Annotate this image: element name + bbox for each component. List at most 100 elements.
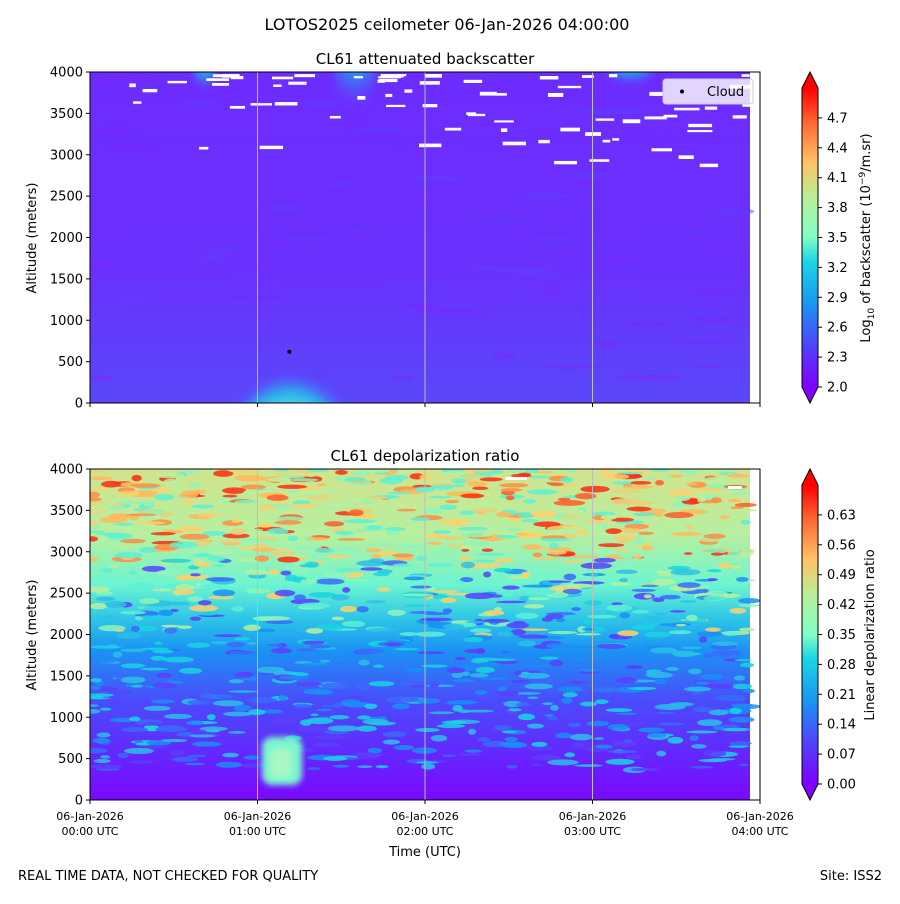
speckle: [628, 686, 657, 690]
noise-streak: [400, 304, 439, 311]
speckle: [520, 571, 531, 579]
speckle: [642, 545, 654, 551]
y-tick-label: 2500: [50, 190, 83, 205]
speckle: [399, 632, 419, 636]
speckle: [690, 765, 714, 769]
speckle: [478, 662, 502, 668]
speckle: [90, 708, 101, 714]
speckle: [278, 694, 288, 702]
speckle: [460, 493, 485, 499]
speckle: [443, 470, 467, 476]
speckle: [615, 569, 638, 575]
speckle: [469, 673, 489, 678]
upper-plume: [333, 72, 377, 123]
missing-data: [500, 128, 508, 133]
speckle: [610, 517, 635, 522]
speckle: [708, 709, 729, 716]
y-tick-label: 3000: [50, 545, 83, 560]
speckle: [630, 767, 661, 772]
speckle: [141, 509, 167, 515]
speckle: [564, 752, 576, 758]
noise-streak: [90, 354, 108, 359]
speckle: [533, 521, 561, 528]
speckle: [518, 652, 538, 658]
speckle: [616, 528, 643, 532]
speckle: [113, 522, 135, 526]
speckle: [393, 647, 420, 651]
missing-data: [602, 139, 611, 143]
upper-plume-3: [608, 72, 652, 90]
speckle: [357, 715, 371, 720]
speckle: [459, 545, 483, 549]
speckle: [675, 623, 687, 627]
backscatter-y-ticks: 0 500 1000 1500 2000 2500 3000 3500 4000: [50, 66, 90, 412]
noise-streak: [530, 363, 579, 370]
speckle: [683, 552, 693, 555]
speckle: [689, 735, 699, 742]
speckle: [740, 662, 755, 668]
missing-data: [353, 76, 363, 79]
speckle: [256, 666, 286, 674]
speckle: [453, 679, 475, 683]
speckle: [454, 657, 467, 661]
speckle: [482, 610, 505, 616]
speckle: [417, 651, 446, 655]
speckle: [685, 482, 699, 486]
speckle: [234, 474, 267, 482]
speckle: [243, 624, 261, 631]
speckle: [429, 683, 440, 688]
missing-data: [250, 103, 273, 106]
backscatter-colorbar-label: Log10 of backscatter (10−9/m.sr): [858, 133, 877, 342]
speckle: [163, 478, 179, 486]
noise-streak: [689, 317, 743, 323]
backscatter-ylabel: Altitude (meters): [25, 183, 40, 294]
speckle: [738, 552, 753, 557]
speckle: [441, 522, 471, 526]
speckle: [153, 493, 175, 501]
x-tick-date: 06-Jan-2026: [391, 810, 459, 823]
speckle: [555, 732, 573, 739]
speckle: [321, 705, 340, 708]
speckle: [91, 695, 104, 699]
x-tick-time: 01:00 UTC: [229, 825, 286, 838]
low-depolarization-core: [270, 748, 292, 778]
speckle: [670, 474, 684, 478]
speckle: [206, 714, 216, 721]
noise-streak: [656, 342, 722, 349]
speckle: [439, 504, 457, 511]
speckle: [654, 703, 686, 710]
missing-data: [206, 78, 230, 81]
speckle: [185, 762, 205, 766]
speckle: [625, 754, 642, 760]
speckle: [368, 558, 385, 564]
speckle: [353, 526, 368, 530]
speckle: [517, 640, 536, 647]
speckle: [459, 510, 476, 515]
speckle: [305, 651, 333, 655]
speckle: [617, 536, 631, 544]
speckle: [693, 706, 713, 713]
speckle: [684, 686, 712, 692]
backscatter-noise: [90, 77, 755, 381]
speckle: [306, 627, 324, 634]
speckle: [198, 600, 212, 606]
speckle: [688, 668, 702, 675]
speckle: [174, 577, 194, 581]
missing-data: [271, 76, 294, 80]
speckle: [539, 538, 572, 542]
missing-data: [560, 127, 581, 132]
speckle: [90, 747, 108, 754]
missing-data: [294, 74, 316, 78]
speckle: [707, 578, 718, 582]
speckle: [314, 578, 345, 585]
colorbar-tick-label: 2.6: [827, 321, 848, 336]
speckle: [356, 725, 377, 732]
speckle: [154, 641, 163, 645]
speckle: [457, 526, 488, 531]
speckle: [560, 476, 574, 483]
speckle: [342, 587, 351, 593]
speckle: [387, 609, 406, 616]
quality-disclaimer: REAL TIME DATA, NOT CHECKED FOR QUALITY: [18, 869, 319, 884]
noise-streak: [390, 375, 415, 381]
speckle: [555, 618, 566, 623]
